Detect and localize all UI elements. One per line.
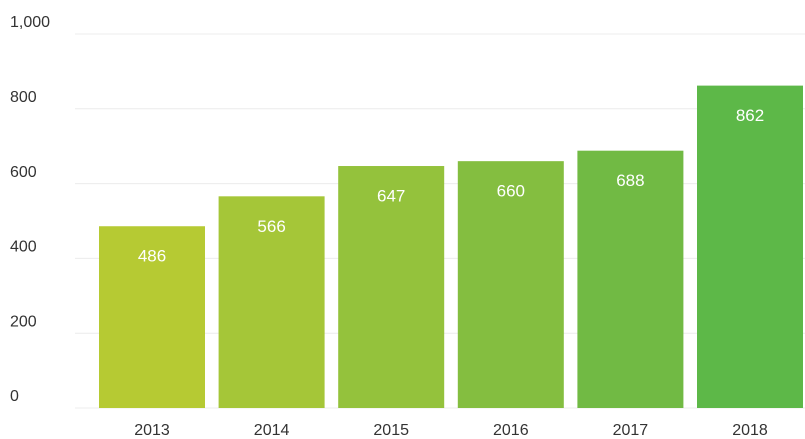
x-tick-label: 2014 bbox=[254, 422, 290, 439]
x-tick-label: 2013 bbox=[134, 422, 170, 439]
y-tick-label: 200 bbox=[10, 313, 37, 330]
x-tick-label: 2015 bbox=[373, 422, 409, 439]
x-tick-label: 2016 bbox=[493, 422, 529, 439]
bar bbox=[457, 161, 564, 408]
y-tick-label: 1,000 bbox=[10, 14, 50, 31]
x-tick-label: 2018 bbox=[732, 422, 768, 439]
x-tick-label: 2017 bbox=[613, 422, 649, 439]
bar bbox=[218, 196, 325, 408]
y-tick-label: 600 bbox=[10, 164, 37, 181]
data-label: 566 bbox=[257, 217, 285, 236]
bar bbox=[697, 85, 803, 408]
data-label: 486 bbox=[138, 247, 166, 266]
bar bbox=[338, 166, 445, 408]
y-tick-label: 400 bbox=[10, 239, 37, 256]
y-tick-label: 800 bbox=[10, 89, 37, 106]
data-label: 688 bbox=[616, 171, 644, 190]
data-label: 647 bbox=[377, 187, 405, 206]
data-label: 862 bbox=[736, 106, 764, 125]
data-label: 660 bbox=[497, 182, 525, 201]
bar bbox=[577, 150, 684, 409]
y-tick-label: 0 bbox=[10, 388, 19, 405]
bar bbox=[99, 226, 205, 408]
